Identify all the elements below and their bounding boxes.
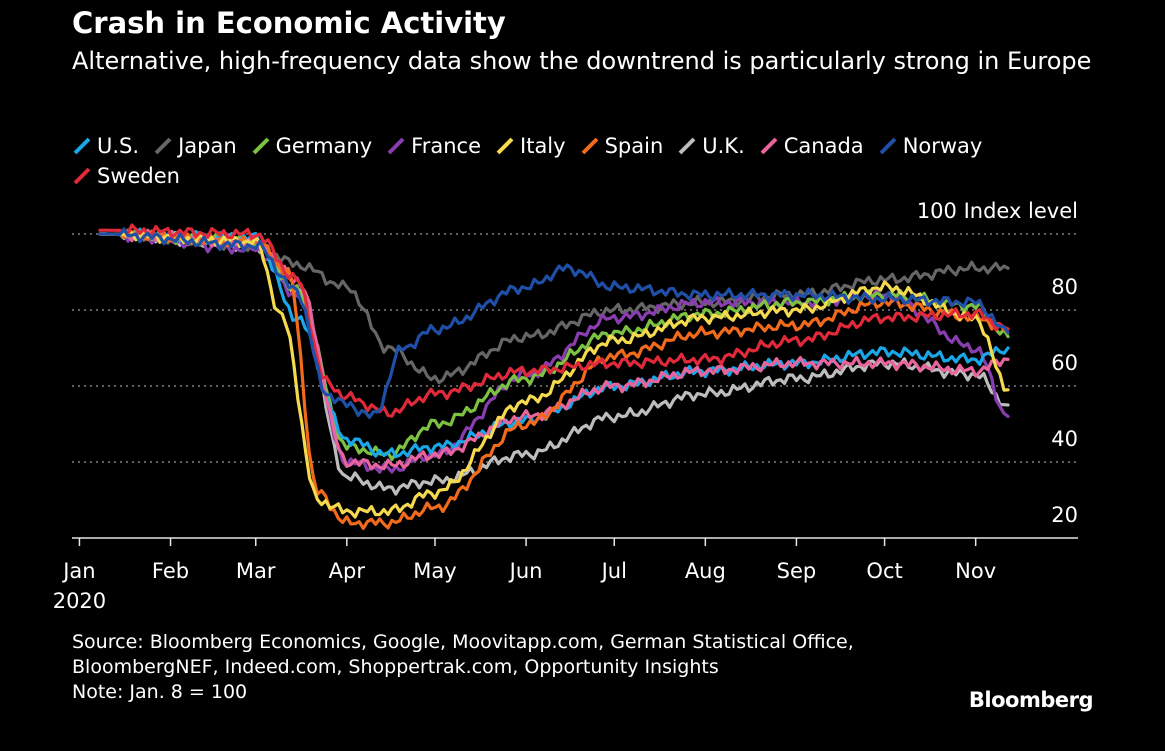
series-line-germany	[98, 228, 1010, 461]
x-tick-label: Jun	[508, 559, 543, 583]
legend-swatch	[878, 136, 898, 156]
y-tick-label: 60	[1051, 351, 1078, 375]
y-tick-label: 20	[1051, 503, 1078, 527]
series-line-uk	[98, 229, 1010, 496]
x-tick-label: Jul	[600, 559, 627, 583]
legend: U.S. Japan Germany France Italy Spain U.K. Cana…	[72, 131, 1072, 191]
legend-swatch	[72, 136, 92, 156]
legend-label: Italy	[520, 134, 566, 158]
y-axis-label: 100 Index level	[917, 199, 1078, 223]
legend-swatch	[759, 136, 779, 156]
legend-swatch	[251, 136, 271, 156]
y-tick-label: 80	[1051, 275, 1078, 299]
legend-swatch	[677, 136, 697, 156]
legend-label: Norway	[902, 134, 983, 158]
series-line-us	[98, 227, 1010, 459]
x-tick-label: Feb	[152, 559, 189, 583]
x-tick-label: Sep	[777, 559, 817, 583]
x-tick-label: Apr	[329, 559, 366, 583]
legend-swatch	[72, 166, 92, 186]
source-line-2: BloombergNEF, Indeed.com, Shoppertrak.co…	[72, 656, 719, 678]
note-line: Note: Jan. 8 = 100	[72, 681, 248, 703]
source-line-1: Source: Bloomberg Economics, Google, Moo…	[72, 631, 854, 653]
legend-label: Germany	[275, 134, 373, 158]
bloomberg-logo: Bloomberg	[968, 688, 1094, 712]
legend-item: Italy	[495, 131, 566, 161]
x-tick-label: Nov	[955, 559, 996, 583]
legend-item: U.K.	[677, 131, 745, 161]
legend-item: Japan	[153, 131, 237, 161]
legend-label: Sweden	[97, 164, 180, 188]
legend-label: U.K.	[702, 134, 745, 158]
legend-swatch	[495, 136, 515, 156]
legend-swatch	[153, 136, 173, 156]
legend-label: U.S.	[97, 134, 140, 158]
x-tick-label: Jan	[61, 559, 95, 583]
chart-title: Crash in Economic Activity	[72, 6, 506, 40]
legend-item: Sweden	[72, 161, 180, 191]
legend-item: Spain	[580, 131, 664, 161]
x-tick-label: Mar	[236, 559, 276, 583]
legend-label: Canada	[783, 134, 864, 158]
legend-item: U.S.	[72, 131, 139, 161]
legend-swatch	[580, 136, 600, 156]
x-year-label: 2020	[53, 589, 106, 613]
series-line-sweden	[98, 223, 1010, 418]
series-line-norway	[98, 227, 1010, 419]
legend-swatch	[386, 136, 406, 156]
x-tick-label: Oct	[866, 559, 902, 583]
legend-item: Canada	[759, 131, 864, 161]
legend-item: Germany	[251, 131, 373, 161]
legend-label: Spain	[604, 134, 664, 158]
y-tick-label: 40	[1051, 427, 1078, 451]
x-tick-label: Aug	[685, 559, 726, 583]
chart-subtitle: Alternative, high-frequency data show th…	[72, 47, 1092, 75]
source-note: Source: Bloomberg Economics, Google, Moo…	[72, 630, 854, 705]
legend-label: France	[411, 134, 482, 158]
x-tick-label: May	[413, 559, 456, 583]
legend-item: Norway	[878, 131, 983, 161]
legend-label: Japan	[178, 134, 237, 158]
legend-item: France	[386, 131, 481, 161]
